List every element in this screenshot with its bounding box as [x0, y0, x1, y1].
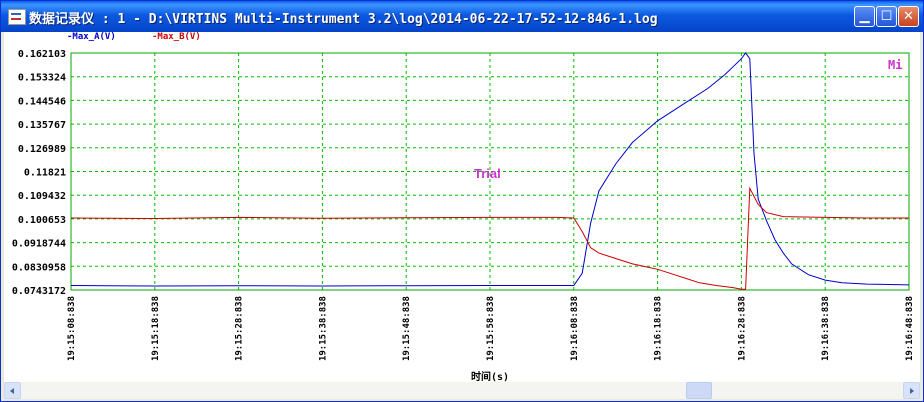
x-tick-label: 19:15:08:838	[67, 296, 77, 361]
trial-annotation: Trial	[474, 166, 501, 181]
series-line-max-b	[70, 186, 909, 290]
scrollbar-thumb[interactable]	[686, 382, 712, 399]
x-axis-label: 时间(s)	[471, 370, 509, 382]
line-chart: 0.162103 0.153324 0.144546 0.135767 0.126989…	[12, 49, 915, 382]
y-tick-label: 0.153324	[18, 73, 66, 84]
x-tick-label: 19:15:38:838	[318, 296, 328, 361]
x-tick-label: 19:16:08:838	[570, 296, 580, 361]
window-title: 数据记录仪 : 1 - D:\VIRTINS Multi-Instrument …	[29, 12, 658, 27]
x-tick-label: 19:16:18:838	[654, 296, 664, 361]
scroll-right-button[interactable]	[903, 382, 920, 399]
y-tick-label: 0.109432	[18, 191, 66, 202]
close-button[interactable]: ✕	[898, 6, 919, 27]
y-tick-label: 0.0830958	[12, 262, 66, 273]
series-line-max-a	[70, 52, 910, 287]
x-tick-label: 19:15:48:838	[402, 296, 412, 361]
y-tick-label: 0.0918744	[12, 239, 66, 250]
x-tick-label: 19:16:48:838	[905, 296, 915, 361]
x-tick-label: 19:16:28:838	[737, 296, 747, 361]
title-bar[interactable]: 数据记录仪 : 1 - D:\VIRTINS Multi-Instrument …	[1, 1, 923, 32]
scroll-left-button[interactable]	[4, 382, 21, 399]
corner-mark-label: Mi	[888, 58, 902, 72]
horizontal-scrollbar[interactable]	[4, 382, 920, 399]
maximize-button[interactable]: ☐	[876, 6, 897, 27]
y-tick-label: 0.144546	[18, 96, 66, 107]
x-tick-label: 19:15:18:838	[151, 296, 161, 361]
legend-series-a: -Max_A(V)	[67, 32, 116, 42]
chart-area[interactable]: -Max_A(V) -Max_B(V) 0.162103 0.153324 0.14…	[4, 32, 920, 398]
x-tick-label: 19:15:28:838	[235, 296, 245, 361]
legend-series-b: -Max_B(V)	[152, 32, 201, 42]
x-tick-label: 19:16:38:838	[821, 296, 831, 361]
y-tick-label: 0.126989	[18, 144, 66, 155]
y-tick-label: 0.11821	[24, 168, 66, 179]
y-tick-label: 0.135767	[18, 120, 66, 131]
app-logo-icon	[8, 9, 26, 25]
y-tick-label: 0.100653	[18, 215, 66, 226]
x-tick-label: 19:15:58:838	[486, 296, 496, 361]
y-tick-label: 0.0743172	[12, 286, 66, 297]
y-tick-label: 0.162103	[18, 49, 66, 60]
minimize-button[interactable]: ▁	[854, 6, 875, 27]
